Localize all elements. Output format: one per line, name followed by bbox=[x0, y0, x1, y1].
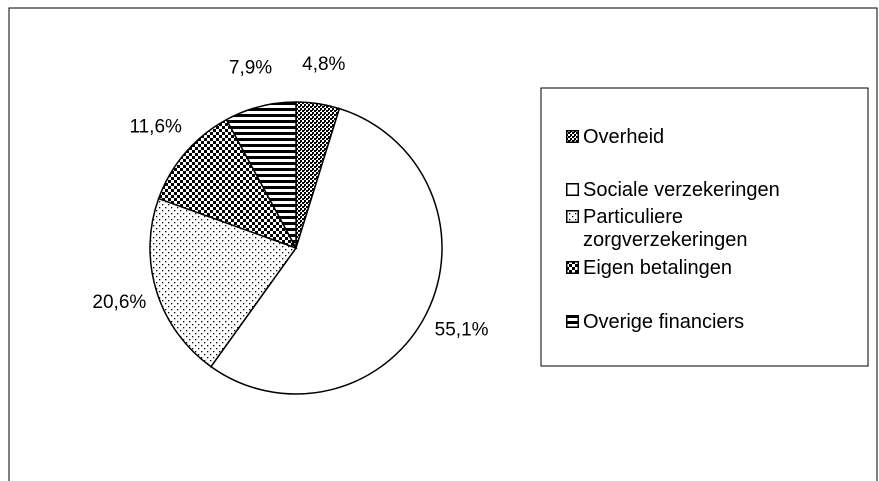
legend-swatch bbox=[566, 130, 579, 143]
pie-slice bbox=[157, 118, 298, 250]
data-label: 20,6% bbox=[92, 292, 146, 313]
legend-swatch-rect bbox=[566, 210, 579, 223]
legend-swatch-rect bbox=[566, 261, 579, 274]
legend-swatch bbox=[566, 210, 579, 223]
legend-label: Overheid bbox=[583, 126, 665, 148]
pie-slice bbox=[149, 197, 298, 368]
legend-entry: Overige financiers bbox=[566, 311, 851, 334]
legend-swatch-rect bbox=[566, 183, 579, 196]
legend-entry: Sociale verzekeringen bbox=[566, 179, 851, 202]
legend-label: Particuliere zorgverzekeringen bbox=[583, 206, 748, 251]
legend-box bbox=[540, 87, 869, 367]
legend-swatch-rect bbox=[566, 315, 579, 328]
legend-label: Overige financiers bbox=[583, 311, 745, 333]
data-label: 55,1% bbox=[435, 319, 489, 340]
legend-entry: Eigen betalingen bbox=[566, 257, 851, 280]
pie-slice bbox=[225, 101, 297, 249]
legend-swatch-rect bbox=[566, 130, 579, 143]
legend-label: Eigen betalingen bbox=[583, 257, 733, 279]
legend-swatch bbox=[566, 315, 579, 328]
chart-frame bbox=[8, 7, 878, 481]
legend-swatch bbox=[566, 183, 579, 196]
legend-label: Sociale verzekeringen bbox=[583, 179, 780, 201]
data-label: 4,8% bbox=[302, 54, 345, 75]
legend-entry: Particuliere zorgverzekeringen bbox=[566, 206, 851, 252]
data-label: 11,6% bbox=[129, 116, 182, 137]
legend-swatch bbox=[566, 261, 579, 274]
legend-entry: Overheid bbox=[566, 126, 851, 149]
pie-slice bbox=[209, 107, 443, 395]
data-label: 7,9% bbox=[229, 58, 272, 79]
